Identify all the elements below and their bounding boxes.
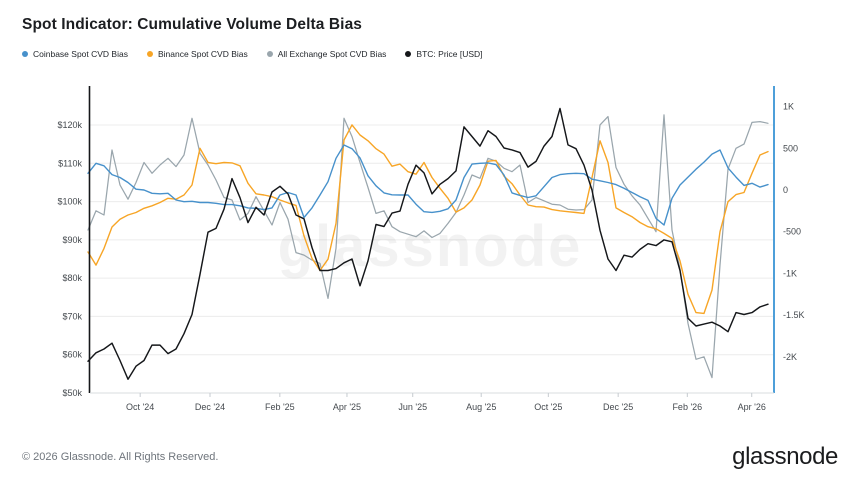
series-line-btc-price xyxy=(87,107,769,380)
x-axis-tick-label: Feb '25 xyxy=(265,402,295,412)
y-axis-right-tick-label: 500 xyxy=(783,143,798,153)
cvd-line-chart: glassnode $120k $110k $100k $90k $80k $70k $60… xyxy=(57,86,805,412)
gridlines xyxy=(90,124,774,356)
legend-item-label: All Exchange Spot CVD Bias xyxy=(277,49,387,59)
y-axis-left-tick-label: $70k xyxy=(62,311,82,321)
y-axis-left-tick-label: $60k xyxy=(62,350,82,360)
x-axis-tick-label: Apr '26 xyxy=(738,402,766,412)
y-axis-right-tick-label: 0 xyxy=(783,185,788,195)
y-axis-right-tick-label: -1K xyxy=(783,268,797,278)
x-axis-tick-label: Dec '24 xyxy=(195,402,225,412)
y-axis-right-tick-label: -2K xyxy=(783,352,797,362)
y-axis-right-tick-label: -500 xyxy=(783,227,801,237)
legend-color-dot xyxy=(405,51,412,57)
glassnode-watermark: glassnode xyxy=(278,214,583,279)
y-axis-right-tick-label: 1K xyxy=(783,102,794,112)
y-axis-left-tick-label: $120k xyxy=(57,120,82,130)
chart-area: glassnode $120k $110k $100k $90k $80k $70k $60… xyxy=(0,78,860,430)
y-axis-left-tick-label: $110k xyxy=(58,158,82,168)
chart-footer: © 2026 Glassnode. All Rights Reserved. g… xyxy=(0,430,860,484)
legend-item-label: Binance Spot CVD Bias xyxy=(157,49,248,59)
x-axis-tick-label: Oct '25 xyxy=(534,402,562,412)
x-axis-tick-label: Aug '25 xyxy=(466,402,496,412)
x-axis-tick-label: Apr '25 xyxy=(333,402,361,412)
series-lines xyxy=(87,107,769,380)
legend-color-dot xyxy=(146,51,153,57)
legend-item-binance[interactable]: Binance Spot CVD Bias xyxy=(146,49,248,59)
y-axis-right-tick-label: -1.5K xyxy=(783,310,805,320)
legend-item-label: Coinbase Spot CVD Bias xyxy=(33,49,128,59)
x-axis-tick-label: Jun '25 xyxy=(398,402,427,412)
y-axis-left-tick-label: $50k xyxy=(62,388,82,398)
chart-header: Spot Indicator: Cumulative Volume Delta … xyxy=(0,0,860,78)
axes xyxy=(88,86,775,394)
legend-color-dot xyxy=(266,51,273,57)
legend-item-all-exchange[interactable]: All Exchange Spot CVD Bias xyxy=(266,49,387,59)
legend-color-dot xyxy=(22,51,28,57)
series-line-binance xyxy=(87,124,769,315)
x-axis-tick-label: Oct '24 xyxy=(126,402,154,412)
series-line-coinbase xyxy=(87,144,769,226)
series-line-all-exchange xyxy=(87,114,769,379)
y-axis-left-tick-label: $80k xyxy=(62,273,82,283)
x-axis-tick-label: Feb '26 xyxy=(672,402,702,412)
glassnode-logo: glassnode xyxy=(732,443,838,470)
chart-legend: Coinbase Spot CVD Bias Binance Spot CVD B… xyxy=(22,49,483,59)
x-axis-tick-label: Dec '25 xyxy=(603,402,633,412)
page-title: Spot Indicator: Cumulative Volume Delta … xyxy=(22,16,363,33)
legend-item-btc-price[interactable]: BTC: Price [USD] xyxy=(405,49,483,59)
y-axis-left-tick-label: $100k xyxy=(57,197,82,207)
legend-item-label: BTC: Price [USD] xyxy=(416,49,483,59)
legend-item-coinbase[interactable]: Coinbase Spot CVD Bias xyxy=(22,49,128,59)
y-axis-left-tick-label: $90k xyxy=(62,235,82,245)
axis-labels: $120k $110k $100k $90k $80k $70k $60k $50k 1K 500… xyxy=(57,102,804,412)
copyright-text: © 2026 Glassnode. All Rights Reserved. xyxy=(22,451,219,463)
